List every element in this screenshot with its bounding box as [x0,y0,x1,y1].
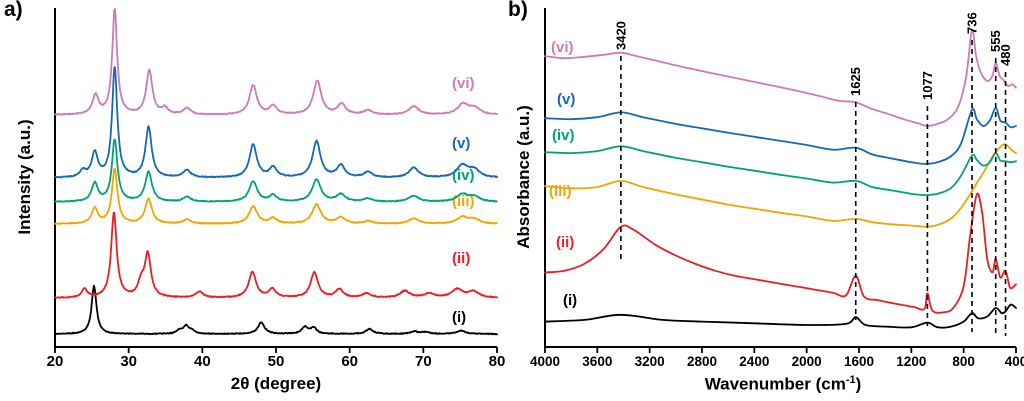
xrd-series-label-vi: (vi) [452,75,475,92]
xrd-tick-label: 30 [120,353,137,370]
xrd-x-axis-title: 2θ (degree) [230,374,322,393]
xrd-series-label-ii: (ii) [452,250,470,267]
ftir-tick-label: 2000 [792,354,822,369]
ftir-x-axis-title-prefix: Wavenumber (cm [704,374,846,394]
xrd-curve-i [54,284,498,336]
ftir-series-label-vi: (vi) [551,39,574,56]
ftir-x-axis-title: Wavenumber (cm-1) [663,374,903,395]
ftir-curve-vi [544,28,1017,127]
ftir-series-label-v: (v) [557,91,575,108]
xrd-curve-v [54,66,498,179]
ftir-curve-iii [544,143,1017,228]
xrd-series-label-i: (i) [452,309,466,326]
ftir-annotation-label-1625: 1625 [848,67,863,96]
ftir-series-label-ii: (ii) [556,234,574,251]
panel-b-label: b) [508,0,528,21]
ftir-tick-label: 1200 [896,354,926,369]
xrd-curve-vi [54,8,498,116]
ftir-annotation-label-480: 480 [998,44,1013,66]
ftir-curve-i [544,303,1017,329]
ftir-curve-iv [544,145,1017,196]
ftir-annotation-label-736: 736 [965,12,980,34]
panel-a-label: a) [4,0,23,21]
ftir-tick-label: 400 [1005,354,1024,369]
xrd-tick-label: 50 [268,353,285,370]
ftir-curve-v [544,107,1017,165]
ftir-x-axis-title-suffix: ) [855,374,862,394]
ftir-annotation-label-3420: 3420 [613,21,628,50]
xrd-curve-ii [54,211,498,299]
xrd-curve-iii [54,167,498,225]
xrd-tick-label: 40 [194,353,211,370]
ftir-tick-label: 1600 [844,354,874,369]
xrd-curve-iv [54,138,498,203]
ftir-x-axis-title-sup: -1 [845,374,856,386]
ftir-series-label-iii: (iii) [549,183,572,200]
ftir-annotation-label-1077: 1077 [920,71,935,100]
ftir-annotation-label-555: 555 [988,30,1003,52]
ftir-series-label-iv: (iv) [552,127,575,144]
xrd-tick-label: 60 [341,353,358,370]
xrd-tick-label: 70 [415,353,432,370]
xrd-tick-label: 80 [489,353,506,370]
ftir-y-axis-title: Absorbance (a.u.) [514,105,533,249]
ftir-tick-label: 3200 [635,354,665,369]
xrd-series-label-iv: (iv) [452,167,475,184]
ftir-series-label-i: (i) [563,292,577,309]
xrd-tick-label: 20 [47,353,64,370]
xrd-y-axis-title: Intensity (a.u.) [15,119,34,235]
ftir-tick-label: 3600 [582,354,612,369]
ftir-curve-ii [544,192,1017,314]
ftir-tick-label: 4000 [530,354,560,369]
ftir-tick-label: 2800 [687,354,717,369]
ftir-tick-label: 2400 [739,354,769,369]
ftir-tick-label: 800 [952,354,975,369]
xrd-series-label-v: (v) [452,135,470,152]
